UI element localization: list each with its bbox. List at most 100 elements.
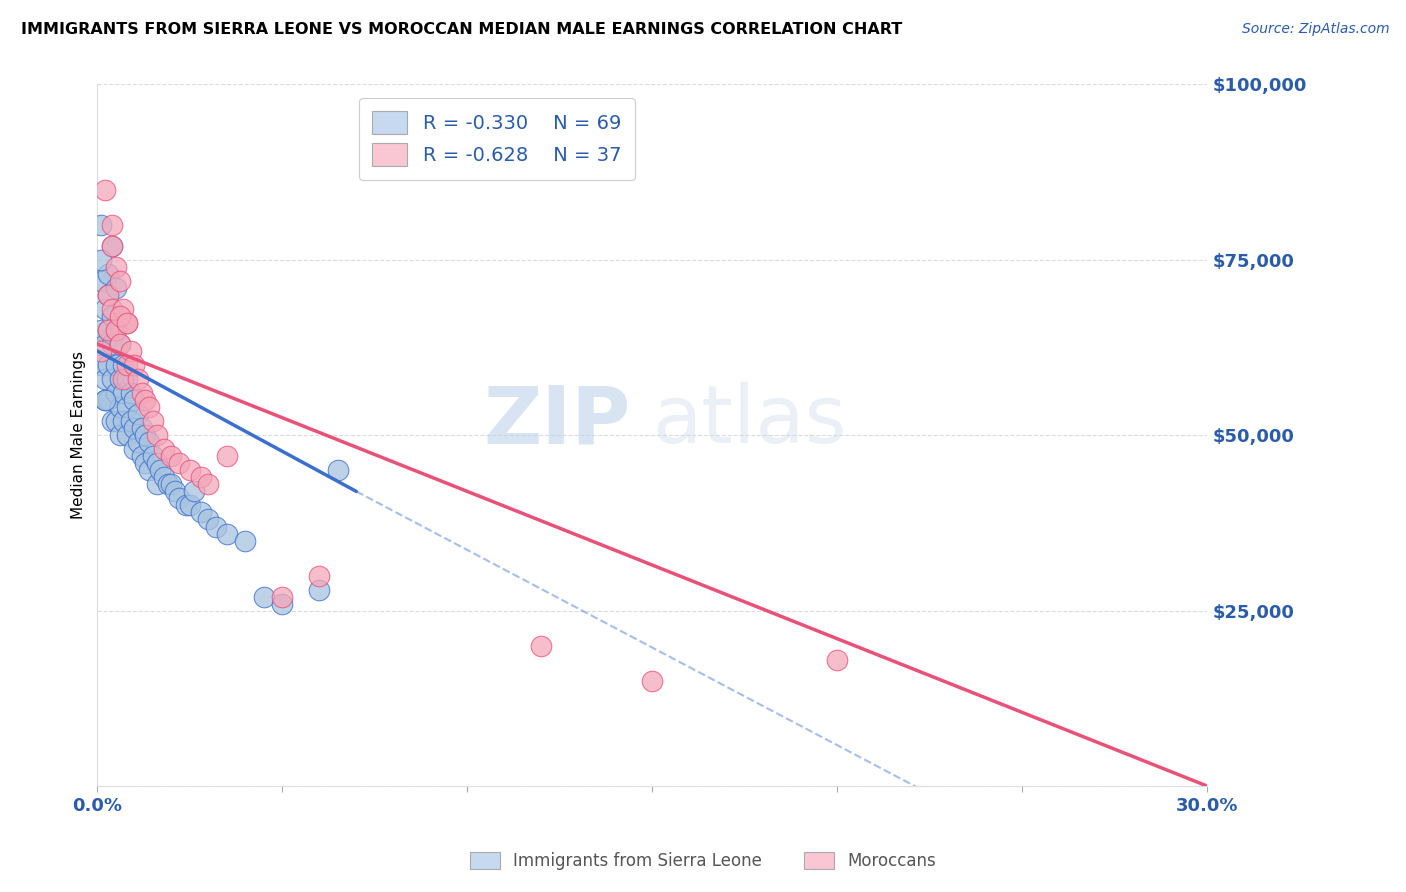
Point xyxy=(167,491,190,506)
Point xyxy=(94,393,117,408)
Point xyxy=(156,477,179,491)
Point xyxy=(127,372,149,386)
Point xyxy=(183,484,205,499)
Point xyxy=(134,428,156,442)
Point xyxy=(530,639,553,653)
Point xyxy=(124,358,146,372)
Point xyxy=(104,281,127,295)
Point xyxy=(120,414,142,428)
Point xyxy=(215,526,238,541)
Point xyxy=(104,358,127,372)
Point xyxy=(101,414,124,428)
Point xyxy=(197,477,219,491)
Point xyxy=(94,337,117,351)
Point xyxy=(108,428,131,442)
Text: ZIP: ZIP xyxy=(482,383,630,460)
Point xyxy=(115,428,138,442)
Point xyxy=(112,301,135,316)
Point xyxy=(115,316,138,330)
Point xyxy=(142,450,165,464)
Point xyxy=(112,372,135,386)
Point xyxy=(204,519,226,533)
Point xyxy=(112,386,135,401)
Point xyxy=(127,435,149,450)
Point xyxy=(97,358,120,372)
Point xyxy=(142,414,165,428)
Point xyxy=(190,506,212,520)
Text: Source: ZipAtlas.com: Source: ZipAtlas.com xyxy=(1241,22,1389,37)
Point xyxy=(149,463,172,477)
Point xyxy=(115,401,138,415)
Point xyxy=(179,463,201,477)
Legend: R = -0.330    N = 69, R = -0.628    N = 37: R = -0.330 N = 69, R = -0.628 N = 37 xyxy=(359,97,636,179)
Point xyxy=(97,288,120,302)
Point xyxy=(120,386,142,401)
Point xyxy=(97,393,120,408)
Point xyxy=(108,401,131,415)
Point xyxy=(90,218,112,232)
Point xyxy=(153,470,176,484)
Point xyxy=(145,428,167,442)
Point xyxy=(101,337,124,351)
Point xyxy=(104,260,127,274)
Point xyxy=(90,252,112,267)
Point xyxy=(134,456,156,470)
Point xyxy=(108,274,131,288)
Point xyxy=(641,673,664,688)
Point xyxy=(94,183,117,197)
Point xyxy=(197,512,219,526)
Point xyxy=(101,218,124,232)
Point xyxy=(235,533,257,548)
Point xyxy=(138,401,160,415)
Point xyxy=(124,442,146,457)
Point xyxy=(108,372,131,386)
Point xyxy=(101,372,124,386)
Point xyxy=(104,414,127,428)
Point xyxy=(115,358,138,372)
Point xyxy=(179,499,201,513)
Point xyxy=(131,421,153,435)
Point xyxy=(215,450,238,464)
Point xyxy=(104,323,127,337)
Point xyxy=(104,323,127,337)
Point xyxy=(120,344,142,359)
Point xyxy=(112,358,135,372)
Point xyxy=(127,407,149,421)
Point xyxy=(97,323,120,337)
Point xyxy=(145,456,167,470)
Point xyxy=(101,239,124,253)
Point xyxy=(108,309,131,323)
Legend: Immigrants from Sierra Leone, Moroccans: Immigrants from Sierra Leone, Moroccans xyxy=(464,845,942,877)
Point xyxy=(271,590,294,604)
Point xyxy=(94,301,117,316)
Point xyxy=(108,337,131,351)
Point xyxy=(153,442,176,457)
Point xyxy=(97,288,120,302)
Point xyxy=(271,597,294,611)
Text: IMMIGRANTS FROM SIERRA LEONE VS MOROCCAN MEDIAN MALE EARNINGS CORRELATION CHART: IMMIGRANTS FROM SIERRA LEONE VS MOROCCAN… xyxy=(21,22,903,37)
Point xyxy=(160,477,183,491)
Point xyxy=(138,463,160,477)
Point xyxy=(97,323,120,337)
Point xyxy=(138,435,160,450)
Point xyxy=(145,477,167,491)
Point xyxy=(101,309,124,323)
Point xyxy=(308,568,330,582)
Point xyxy=(97,267,120,281)
Text: atlas: atlas xyxy=(652,383,846,460)
Point xyxy=(134,393,156,408)
Point xyxy=(308,582,330,597)
Point xyxy=(112,414,135,428)
Point xyxy=(167,456,190,470)
Point xyxy=(131,450,153,464)
Point xyxy=(190,470,212,484)
Point xyxy=(115,372,138,386)
Point xyxy=(827,653,849,667)
Point xyxy=(174,499,197,513)
Point xyxy=(94,393,117,408)
Point xyxy=(101,301,124,316)
Point xyxy=(124,393,146,408)
Y-axis label: Median Male Earnings: Median Male Earnings xyxy=(72,351,86,519)
Point xyxy=(90,358,112,372)
Point xyxy=(90,274,112,288)
